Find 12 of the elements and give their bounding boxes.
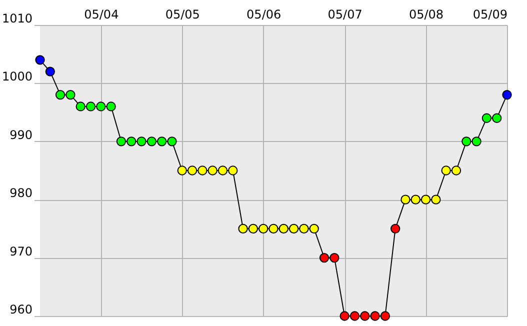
y-tick-label: 1010 [2, 12, 32, 26]
y-tick-label: 960 [10, 302, 32, 316]
x-tick-label: 05/05 [165, 8, 200, 22]
y-tick-label: 1000 [2, 70, 32, 84]
y-tick-label: 990 [10, 128, 32, 142]
x-tick-label: 05/06 [246, 8, 282, 22]
y-tick-label: 980 [10, 186, 32, 200]
x-tick-label: 05/07 [328, 8, 362, 22]
y-tick-label: 970 [10, 244, 32, 258]
x-tick-label: 05/09 [472, 8, 508, 22]
x-tick-label: 05/08 [408, 8, 444, 22]
x-tick-label: 05/04 [84, 8, 119, 22]
